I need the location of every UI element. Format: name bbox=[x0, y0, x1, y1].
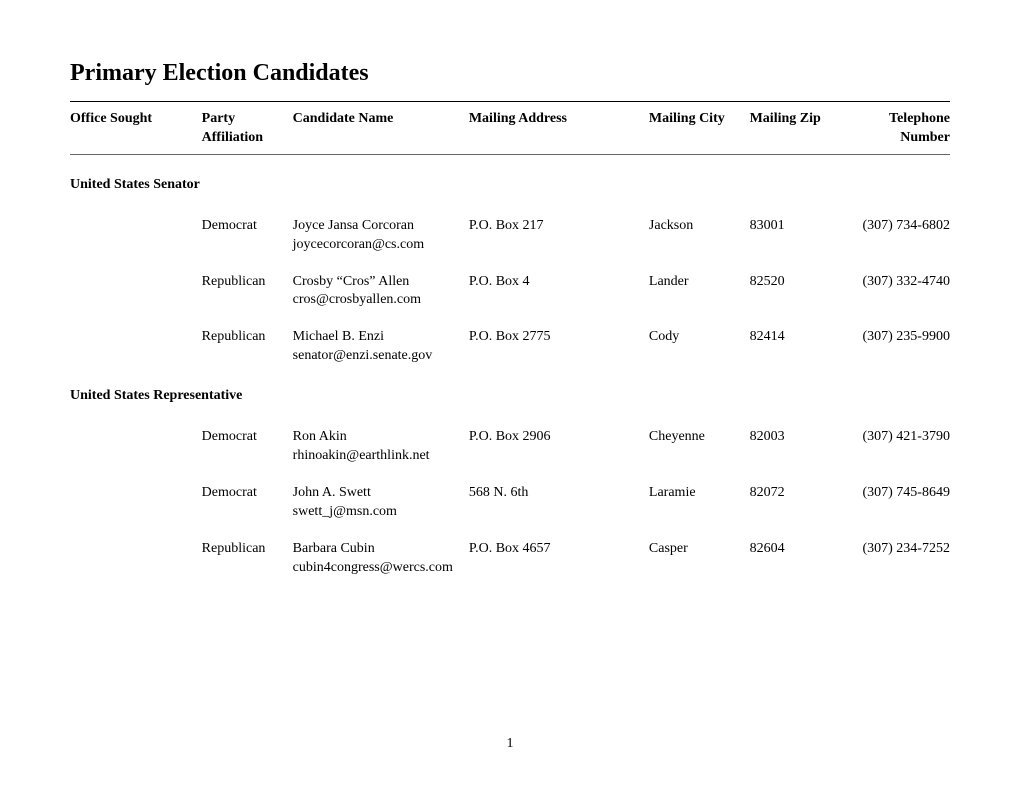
cell-phone: (307) 332-4740 bbox=[841, 273, 950, 311]
cell-address: P.O. Box 2775 bbox=[469, 328, 649, 366]
candidate-name: Barbara Cubin bbox=[293, 540, 469, 559]
cell-phone: (307) 734-6802 bbox=[841, 217, 950, 255]
cell-office bbox=[70, 273, 202, 311]
cell-zip: 82604 bbox=[750, 540, 841, 578]
candidate-email: senator@enzi.senate.gov bbox=[293, 347, 469, 366]
cell-party: Republican bbox=[202, 328, 293, 366]
table-row: Republican Crosby “Cros” Allen cros@cros… bbox=[70, 255, 950, 311]
col-header-party: Party Affiliation bbox=[202, 110, 293, 148]
cell-office bbox=[70, 540, 202, 578]
candidate-email: rhinoakin@earthlink.net bbox=[293, 447, 469, 466]
cell-address: P.O. Box 2906 bbox=[469, 428, 649, 466]
office-section-label: United States Senator bbox=[70, 155, 950, 199]
cell-zip: 83001 bbox=[750, 217, 841, 255]
cell-party: Republican bbox=[202, 540, 293, 578]
table-row: Republican Michael B. Enzi senator@enzi.… bbox=[70, 310, 950, 366]
candidate-email: cros@crosbyallen.com bbox=[293, 291, 469, 310]
cell-name: Ron Akin rhinoakin@earthlink.net bbox=[293, 428, 469, 466]
col-header-city: Mailing City bbox=[649, 110, 750, 148]
cell-party: Democrat bbox=[202, 217, 293, 255]
cell-city: Jackson bbox=[649, 217, 750, 255]
col-header-phone: Telephone Number bbox=[841, 110, 950, 148]
cell-zip: 82003 bbox=[750, 428, 841, 466]
table-header-row: Office Sought Party Affiliation Candidat… bbox=[70, 102, 950, 154]
candidate-name: Ron Akin bbox=[293, 428, 469, 447]
table-row: Democrat Joyce Jansa Corcoran joycecorco… bbox=[70, 199, 950, 255]
document-page: Primary Election Candidates Office Sough… bbox=[0, 0, 1020, 577]
cell-address: P.O. Box 4 bbox=[469, 273, 649, 311]
cell-phone: (307) 234-7252 bbox=[841, 540, 950, 578]
cell-party: Democrat bbox=[202, 428, 293, 466]
candidate-email: cubin4congress@wercs.com bbox=[293, 559, 469, 578]
cell-party: Democrat bbox=[202, 484, 293, 522]
candidate-email: swett_j@msn.com bbox=[293, 503, 469, 522]
cell-zip: 82072 bbox=[750, 484, 841, 522]
col-header-address: Mailing Address bbox=[469, 110, 649, 148]
candidate-name: Crosby “Cros” Allen bbox=[293, 273, 469, 292]
table-row: Republican Barbara Cubin cubin4congress@… bbox=[70, 522, 950, 578]
col-header-zip: Mailing Zip bbox=[750, 110, 841, 148]
cell-address: P.O. Box 217 bbox=[469, 217, 649, 255]
cell-office bbox=[70, 328, 202, 366]
cell-city: Casper bbox=[649, 540, 750, 578]
page-title: Primary Election Candidates bbox=[70, 60, 950, 87]
cell-name: Barbara Cubin cubin4congress@wercs.com bbox=[293, 540, 469, 578]
table-row: Democrat John A. Swett swett_j@msn.com 5… bbox=[70, 466, 950, 522]
cell-name: John A. Swett swett_j@msn.com bbox=[293, 484, 469, 522]
cell-name: Crosby “Cros” Allen cros@crosbyallen.com bbox=[293, 273, 469, 311]
candidate-name: John A. Swett bbox=[293, 484, 469, 503]
cell-office bbox=[70, 217, 202, 255]
col-header-name: Candidate Name bbox=[293, 110, 469, 148]
candidate-name: Joyce Jansa Corcoran bbox=[293, 217, 469, 236]
cell-city: Cheyenne bbox=[649, 428, 750, 466]
cell-address: P.O. Box 4657 bbox=[469, 540, 649, 578]
cell-zip: 82520 bbox=[750, 273, 841, 311]
col-header-office: Office Sought bbox=[70, 110, 202, 148]
cell-city: Laramie bbox=[649, 484, 750, 522]
cell-city: Lander bbox=[649, 273, 750, 311]
cell-phone: (307) 235-9900 bbox=[841, 328, 950, 366]
cell-office bbox=[70, 484, 202, 522]
candidate-name: Michael B. Enzi bbox=[293, 328, 469, 347]
cell-phone: (307) 745-8649 bbox=[841, 484, 950, 522]
cell-city: Cody bbox=[649, 328, 750, 366]
cell-name: Michael B. Enzi senator@enzi.senate.gov bbox=[293, 328, 469, 366]
page-number: 1 bbox=[0, 736, 1020, 752]
cell-phone: (307) 421-3790 bbox=[841, 428, 950, 466]
cell-zip: 82414 bbox=[750, 328, 841, 366]
cell-office bbox=[70, 428, 202, 466]
office-section-label: United States Representative bbox=[70, 366, 950, 410]
cell-party: Republican bbox=[202, 273, 293, 311]
cell-address: 568 N. 6th bbox=[469, 484, 649, 522]
candidate-email: joycecorcoran@cs.com bbox=[293, 236, 469, 255]
cell-name: Joyce Jansa Corcoran joycecorcoran@cs.co… bbox=[293, 217, 469, 255]
table-row: Democrat Ron Akin rhinoakin@earthlink.ne… bbox=[70, 410, 950, 466]
